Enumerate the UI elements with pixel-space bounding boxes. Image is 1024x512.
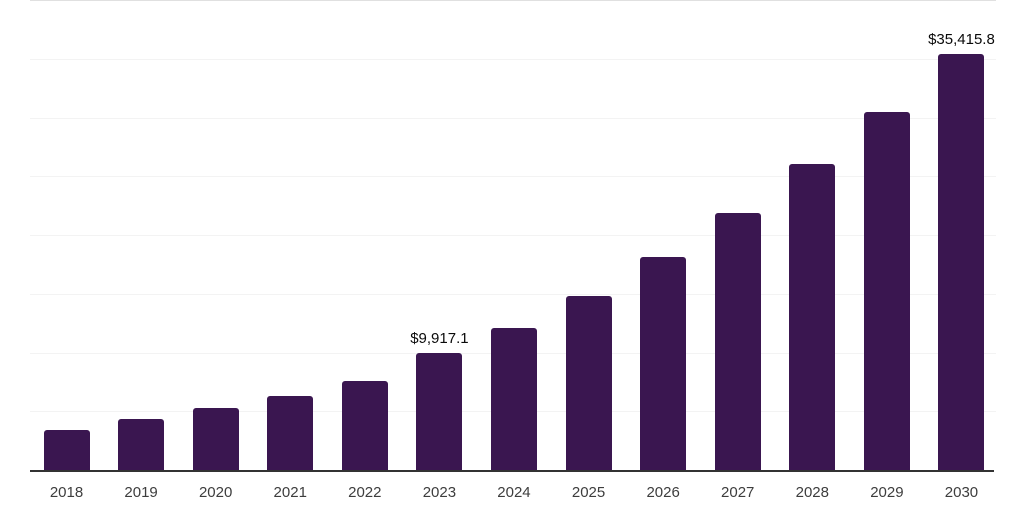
gridline-25000 [30,176,996,178]
x-tick-label-2028: 2028 [795,484,829,501]
data-label-2023: $9,917.1 [410,330,469,348]
x-tick-label-2025: 2025 [571,484,606,501]
bar-2021 [267,395,314,470]
bar-2028 [789,163,836,470]
x-tick-label-2024: 2024 [497,484,531,501]
bar-2020 [192,408,239,470]
bar-2018 [43,430,90,470]
x-tick-label-2023: 2023 [422,484,457,501]
gridline-40000 [30,0,996,1]
x-tick-label-2018: 2018 [49,484,84,501]
data-label-2030: $35,415.8 [928,30,995,48]
bar-2019 [118,418,165,470]
x-tick-label-2029: 2029 [870,484,904,501]
x-tick-label-2026: 2026 [646,484,680,501]
x-tick-label-2020: 2020 [198,484,233,501]
bar-2024 [490,328,537,470]
x-tick-label-2022: 2022 [348,484,382,501]
bar-2022 [341,381,388,470]
bar-2030 [938,53,985,470]
bar-2029 [863,111,910,470]
x-tick-label-2021: 2021 [273,484,307,501]
gridline-30000 [30,117,996,119]
x-tick-label-2019: 2019 [124,484,158,501]
bar-2027 [714,212,761,470]
bar-2025 [565,295,612,470]
bar-2026 [640,256,687,470]
bar-2023 [416,353,463,470]
gridline-15000 [30,293,996,295]
gridline-20000 [30,235,996,236]
x-tick-label-2030: 2030 [944,484,979,501]
gridline-35000 [30,58,996,60]
x-tick-label-2027: 2027 [721,484,755,501]
x-axis-line [30,470,994,472]
